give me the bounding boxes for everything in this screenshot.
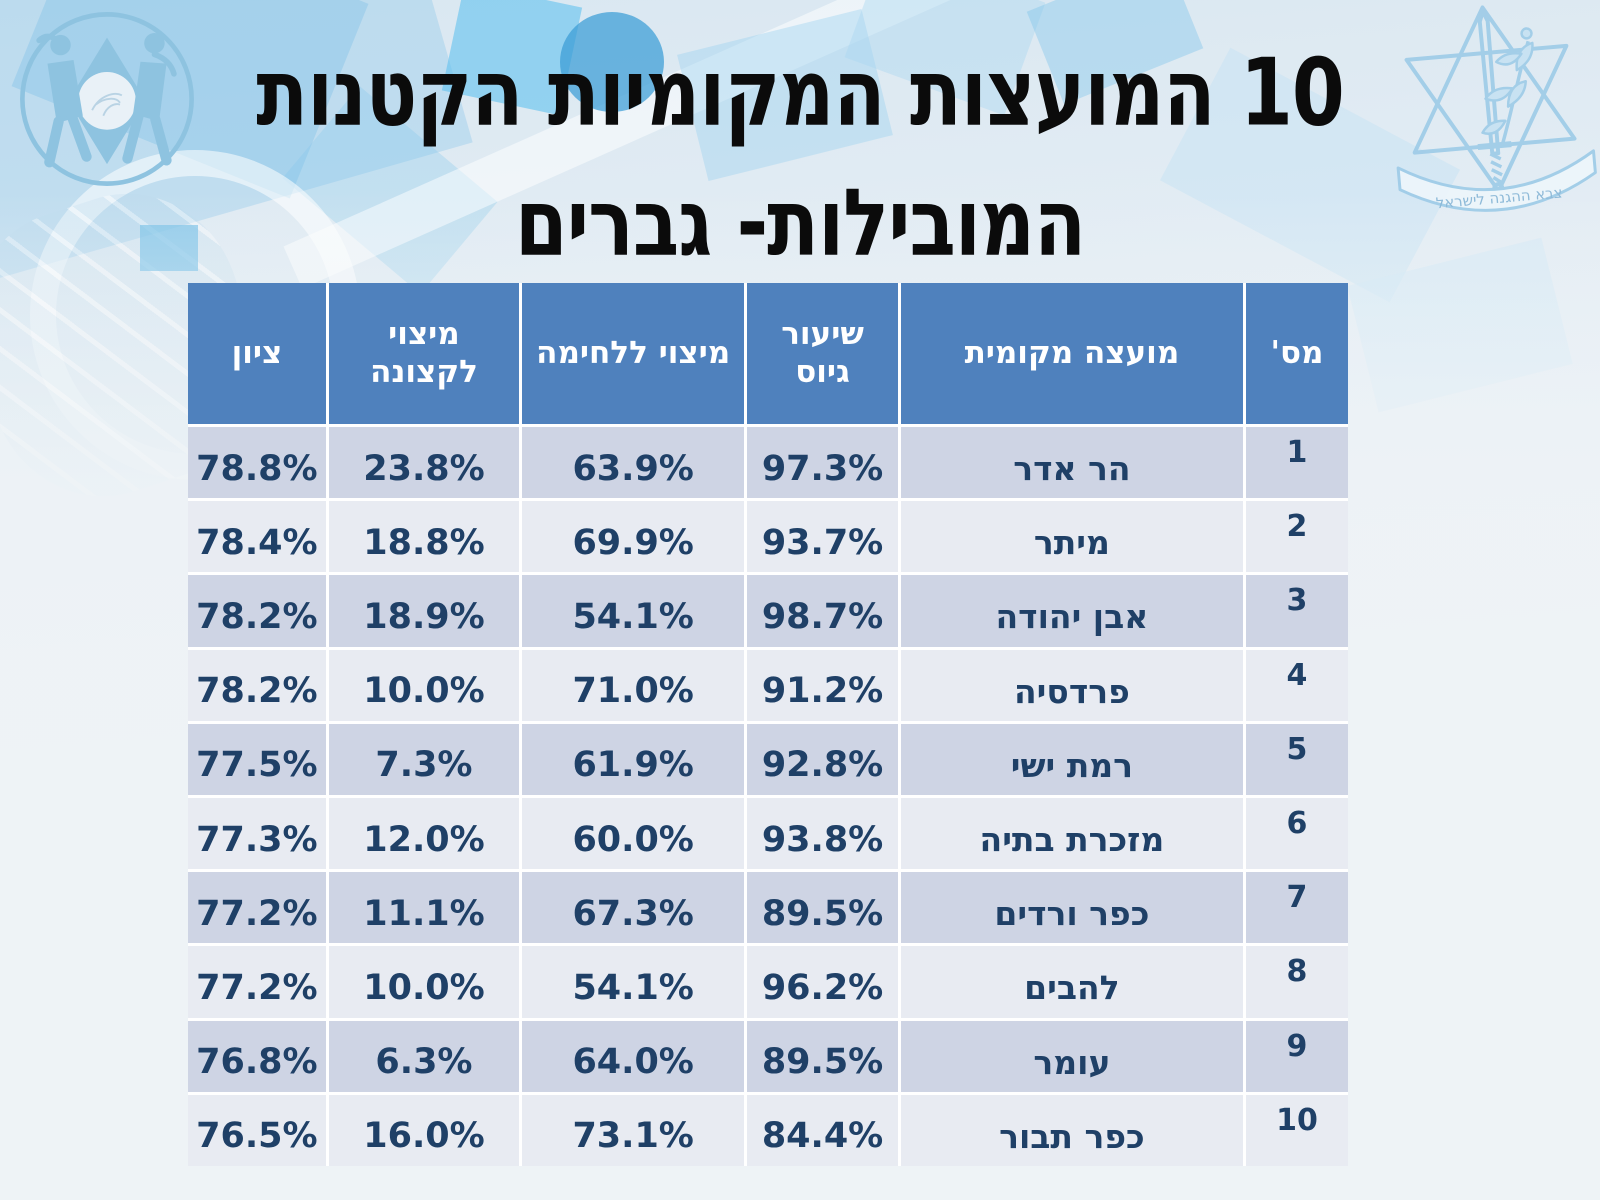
cell-council: רמת ישי xyxy=(900,723,1243,795)
cell-officer: 11.1% xyxy=(328,872,520,944)
cell-num: 5 xyxy=(1245,723,1348,795)
cell-enlistment: 91.2% xyxy=(747,649,898,721)
cell-num: 8 xyxy=(1245,946,1348,1018)
cell-officer: 7.3% xyxy=(328,723,520,795)
cell-score: 76.5% xyxy=(188,1094,326,1166)
cell-score: 77.3% xyxy=(188,797,326,870)
cell-council: אבן יהודה xyxy=(900,575,1243,647)
cell-score: 77.5% xyxy=(188,723,326,795)
cell-council: כפר תבור xyxy=(900,1094,1243,1166)
header-cell-score: ציון xyxy=(188,283,326,424)
cell-officer: 18.8% xyxy=(328,501,520,573)
header-cell-num: מס' xyxy=(1245,283,1348,424)
cell-enlistment: 96.2% xyxy=(747,946,898,1018)
cell-officer: 18.9% xyxy=(328,575,520,647)
cell-combat: 63.9% xyxy=(522,427,745,499)
cell-score: 78.8% xyxy=(188,427,326,499)
slide-title-line2: המובילות- גברים xyxy=(514,167,1086,277)
cell-score: 78.2% xyxy=(188,649,326,721)
cell-council: עומר xyxy=(900,1020,1243,1092)
cell-score: 76.8% xyxy=(188,1020,326,1092)
slide-title-line1: 10 המועצות המקומיות הקטנות xyxy=(256,37,1345,147)
cell-score: 77.2% xyxy=(188,946,326,1018)
cell-num: 10 xyxy=(1245,1094,1348,1166)
idf-emblem-icon: צבא ההגנה לישראל xyxy=(1396,5,1597,212)
cell-enlistment: 93.7% xyxy=(747,501,898,573)
cell-combat: 69.9% xyxy=(522,501,745,573)
cell-officer: 23.8% xyxy=(328,427,520,499)
cell-council: מזכרת בתיה xyxy=(900,797,1243,870)
cell-enlistment: 89.5% xyxy=(747,872,898,944)
cell-officer: 10.0% xyxy=(328,946,520,1018)
cell-enlistment: 89.5% xyxy=(747,1020,898,1092)
header-cell-combat: מיצוי ללחימה xyxy=(522,283,745,424)
cell-council: מיתר xyxy=(900,501,1243,573)
slide-title: 10 המועצות המקומיות הקטנות המובילות- גבר… xyxy=(20,34,1580,277)
councils-table: מס' מועצה מקומית שיעור גיוס מיצוי ללחימה… xyxy=(188,283,1348,1166)
cell-num: 2 xyxy=(1245,501,1348,573)
cell-combat: 67.3% xyxy=(522,872,745,944)
cell-officer: 6.3% xyxy=(328,1020,520,1092)
cell-combat: 54.1% xyxy=(522,575,745,647)
cell-combat: 61.9% xyxy=(522,723,745,795)
header-cell-council: מועצה מקומית xyxy=(900,283,1243,424)
cell-num: 1 xyxy=(1245,427,1348,499)
cell-officer: 12.0% xyxy=(328,797,520,870)
cell-num: 6 xyxy=(1245,797,1348,870)
cell-combat: 71.0% xyxy=(522,649,745,721)
cell-council: כפר ורדים xyxy=(900,872,1243,944)
cell-score: 78.4% xyxy=(188,501,326,573)
cell-enlistment: 84.4% xyxy=(747,1094,898,1166)
cell-combat: 64.0% xyxy=(522,1020,745,1092)
cell-council: הר אדר xyxy=(900,427,1243,499)
cell-combat: 54.1% xyxy=(522,946,745,1018)
cell-combat: 60.0% xyxy=(522,797,745,870)
cell-score: 78.2% xyxy=(188,575,326,647)
cell-council: פרדסיה xyxy=(900,649,1243,721)
community-star-emblem-icon xyxy=(20,12,194,186)
cell-officer: 10.0% xyxy=(328,649,520,721)
cell-num: 7 xyxy=(1245,872,1348,944)
cell-enlistment: 92.8% xyxy=(747,723,898,795)
cell-combat: 73.1% xyxy=(522,1094,745,1166)
cell-num: 9 xyxy=(1245,1020,1348,1092)
cell-score: 77.2% xyxy=(188,872,326,944)
cell-enlistment: 93.8% xyxy=(747,797,898,870)
cell-enlistment: 97.3% xyxy=(747,427,898,499)
cell-enlistment: 98.7% xyxy=(747,575,898,647)
cell-council: להבים xyxy=(900,946,1243,1018)
header-cell-officer: מיצוי לקצונה xyxy=(328,283,520,424)
cell-num: 3 xyxy=(1245,575,1348,647)
cell-num: 4 xyxy=(1245,649,1348,721)
cell-officer: 16.0% xyxy=(328,1094,520,1166)
header-cell-enlistment: שיעור גיוס xyxy=(747,283,898,424)
